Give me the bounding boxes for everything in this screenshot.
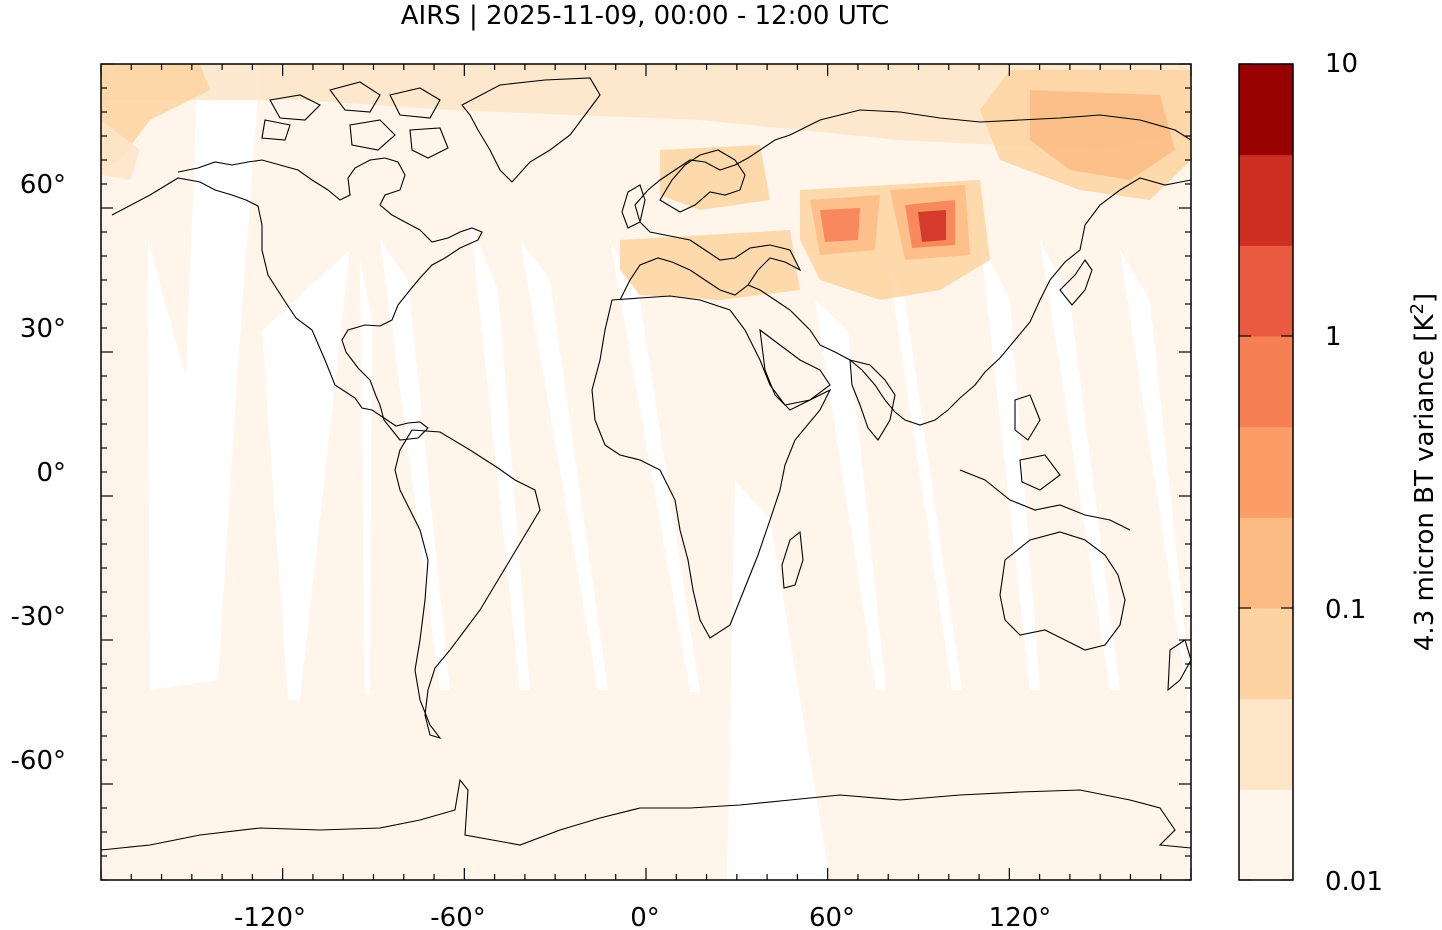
lon-tick-label: 120° [989, 903, 1052, 930]
coastline-uk [621, 184, 646, 229]
coastline-north-america [111, 157, 483, 441]
variance-patch [101, 64, 1191, 150]
colorbar-swatch [1239, 789, 1293, 881]
orbit-gap [360, 260, 372, 695]
variance-patch [101, 120, 140, 180]
coastline-se-asia [959, 394, 1131, 531]
coastline-asia [747, 109, 1191, 426]
orbit-gap [1040, 240, 1120, 690]
colorbar-label-text: 4.3 micron BT variance [K [1410, 314, 1440, 652]
colorbar: 10 1 0.1 0.01 4.3 micron BT variance [K2… [1238, 49, 1440, 897]
coastline-new-zealand [1167, 639, 1191, 692]
colorbar-tick-label: 0.01 [1325, 867, 1383, 897]
coastline-japan [1059, 259, 1093, 306]
orbit-gap [980, 240, 1040, 690]
orbit-gap [470, 220, 530, 690]
coastline-arabia [759, 328, 831, 411]
variance-patch [820, 208, 860, 242]
colorbar-frame [1238, 63, 1294, 881]
lat-tick-label: 60° [20, 170, 66, 200]
map-background [101, 64, 1191, 880]
coastline-antarctica [101, 778, 1191, 851]
lon-tick-label: -120° [234, 903, 306, 930]
lat-tick-label: -60° [11, 746, 66, 776]
orbit-gap [1120, 250, 1191, 720]
variance-patch [918, 210, 946, 242]
coastline-arctic-islands [261, 81, 449, 159]
colorbar-swatch [1239, 426, 1293, 518]
colorbar-tick-label: 0.1 [1325, 595, 1366, 625]
lon-tick-label: 0° [630, 903, 660, 930]
colorbar-label: 4.3 micron BT variance [K2] [1407, 293, 1440, 651]
colorbar-label-sup: 2 [1407, 303, 1428, 314]
colorbar-swatch [1239, 64, 1293, 156]
coastlines [101, 77, 1191, 851]
colorbar-swatch [1239, 245, 1293, 337]
colorbar-label-close: ] [1410, 293, 1440, 303]
map-area [101, 64, 1191, 880]
variance-patch [1030, 90, 1175, 180]
orbit-gap [186, 64, 260, 378]
coastline-europe [619, 134, 802, 301]
orbit-gap [520, 240, 608, 690]
orbit-gap [815, 300, 886, 690]
lat-tick-label: 30° [20, 314, 66, 344]
orbit-gap [610, 240, 700, 692]
colorbar-swatch [1239, 698, 1293, 790]
lon-tick-label: 60° [809, 903, 855, 930]
lat-tick-label: -30° [11, 602, 66, 632]
colorbar-tick-label: 10 [1325, 49, 1358, 79]
variance-patches [101, 64, 1191, 300]
coastline-africa [591, 295, 832, 639]
latitude-labels: 60° 30° 0° -30° -60° [11, 170, 66, 776]
lat-tick-label: 0° [36, 458, 66, 488]
colorbar-swatch [1239, 608, 1293, 700]
figure-title: AIRS | 2025-11-09, 00:00 - 12:00 UTC [401, 1, 890, 31]
map-ticks [100, 63, 1192, 881]
colorbar-swatch [1239, 154, 1293, 246]
colorbar-swatch [1239, 517, 1293, 609]
colorbar-ticks [1239, 63, 1293, 881]
orbit-gap [148, 240, 238, 690]
coastline-greenland [461, 77, 601, 183]
colorbar-swatches [1239, 64, 1293, 881]
coastline-india [849, 359, 896, 441]
coastline-south-america [394, 429, 541, 740]
orbit-gaps [148, 64, 1191, 880]
coastline-madagascar [781, 530, 804, 589]
coastline-scandinavia [659, 149, 746, 213]
colorbar-tick-label: 1 [1325, 322, 1342, 352]
orbit-gap [380, 240, 450, 690]
orbit-gap [262, 250, 350, 700]
orbit-gap [886, 250, 962, 690]
coastline-australia [999, 531, 1126, 651]
orbit-gap [727, 480, 830, 880]
colorbar-swatch [1239, 336, 1293, 428]
variance-patch [620, 230, 800, 300]
longitude-labels: -120° -60° 0° 60° 120° [234, 903, 1051, 930]
lon-tick-label: -60° [430, 903, 485, 930]
